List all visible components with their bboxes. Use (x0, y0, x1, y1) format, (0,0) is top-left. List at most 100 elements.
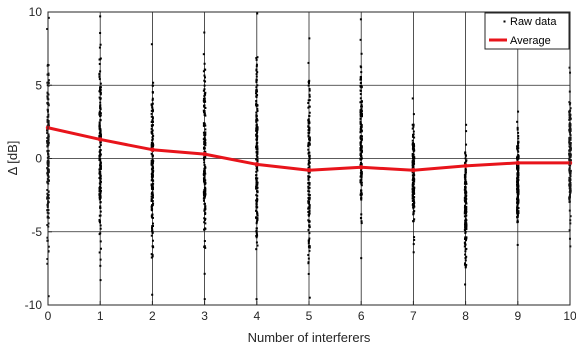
raw-data-point (411, 135, 414, 138)
raw-data-point (99, 128, 102, 131)
raw-data-point (151, 97, 154, 100)
raw-data-point (256, 214, 259, 217)
raw-data-point (308, 249, 311, 252)
raw-data-point (203, 109, 206, 112)
average-markers (45, 125, 573, 173)
raw-data-point (99, 107, 102, 110)
raw-data-point (359, 85, 362, 88)
raw-data-point (516, 206, 519, 209)
raw-data-point (151, 139, 154, 142)
raw-data-point (256, 169, 259, 172)
raw-data-point (151, 174, 154, 177)
raw-data-point (202, 157, 205, 160)
raw-data-point (568, 179, 571, 182)
raw-data-point (204, 213, 207, 216)
raw-data-point (46, 129, 49, 132)
y-tick-label: -10 (25, 298, 43, 312)
average-point (254, 162, 259, 167)
raw-data-point (99, 98, 102, 101)
raw-data-point (151, 119, 154, 122)
raw-data-point (308, 154, 311, 157)
raw-data-point (568, 169, 571, 172)
raw-data-point (465, 247, 468, 250)
raw-data-point (307, 187, 310, 190)
raw-data-point (99, 119, 102, 122)
raw-data-point (99, 168, 102, 171)
raw-data-point (203, 209, 206, 212)
raw-data-point (204, 106, 207, 109)
raw-data-point (308, 156, 311, 159)
average-point (411, 168, 416, 173)
raw-data-point (152, 167, 155, 170)
raw-data-point (203, 203, 206, 206)
raw-data-point (150, 112, 153, 115)
raw-data-point (150, 183, 153, 186)
raw-data-point (256, 186, 259, 189)
raw-data-point (150, 215, 153, 218)
raw-data-point (47, 135, 50, 138)
raw-data-point (46, 136, 49, 139)
raw-data-point (359, 181, 362, 184)
raw-data-point (516, 214, 519, 217)
raw-data-point (517, 142, 520, 145)
raw-data-point (517, 174, 520, 177)
raw-data-point (203, 161, 206, 164)
raw-data-point (99, 175, 102, 178)
raw-data-point (307, 162, 310, 165)
legend-box (484, 12, 570, 50)
raw-data-point (464, 204, 467, 207)
raw-data-point (255, 65, 258, 68)
raw-data-point (151, 109, 154, 112)
raw-data-point (308, 137, 311, 140)
raw-data-point (412, 130, 415, 133)
raw-data-point (98, 170, 101, 173)
raw-data-point (412, 192, 415, 195)
raw-data-point (255, 209, 258, 212)
raw-data-point (99, 144, 102, 147)
raw-data-point (411, 123, 414, 126)
x-tick-label: 10 (563, 309, 576, 323)
raw-data-point (465, 263, 468, 266)
raw-data-point (202, 192, 205, 195)
raw-data-point (516, 183, 519, 186)
raw-data-point (308, 157, 311, 160)
raw-data-point (151, 155, 154, 158)
raw-data-point (360, 108, 363, 111)
raw-data-point (413, 136, 416, 139)
legend: Raw data Average (484, 12, 570, 50)
raw-data-point (256, 213, 259, 216)
raw-data-point (307, 219, 310, 222)
raw-data-point (202, 89, 205, 92)
raw-data-point (203, 98, 206, 101)
raw-data-point (203, 178, 206, 181)
raw-data-point (413, 218, 416, 221)
raw-data-point (151, 191, 154, 194)
raw-data-point (516, 191, 519, 194)
raw-data-point (464, 208, 467, 211)
raw-data-point (307, 200, 310, 203)
raw-data-point (255, 203, 258, 206)
raw-data-point (412, 181, 415, 184)
x-tick-label: 2 (149, 309, 156, 323)
raw-data-point (256, 94, 259, 97)
raw-data-point (464, 218, 467, 221)
raw-data-point (307, 102, 310, 104)
raw-data-point (99, 101, 102, 104)
raw-data-point (360, 222, 363, 225)
raw-data-point (152, 202, 155, 205)
raw-data-point (517, 141, 520, 144)
raw-data-point (308, 131, 311, 134)
raw-data-point (255, 138, 258, 141)
raw-data-point (202, 122, 205, 125)
raw-data-point (99, 189, 102, 192)
raw-data-point (359, 18, 362, 21)
raw-data-point (464, 193, 467, 196)
raw-data-point (308, 99, 311, 102)
raw-data-point (98, 110, 101, 113)
raw-data-point (99, 108, 102, 111)
raw-data-point (568, 152, 571, 155)
raw-data-point (464, 201, 467, 204)
raw-data-point (569, 159, 572, 162)
raw-data-point (464, 236, 467, 239)
raw-data-point (516, 215, 519, 218)
